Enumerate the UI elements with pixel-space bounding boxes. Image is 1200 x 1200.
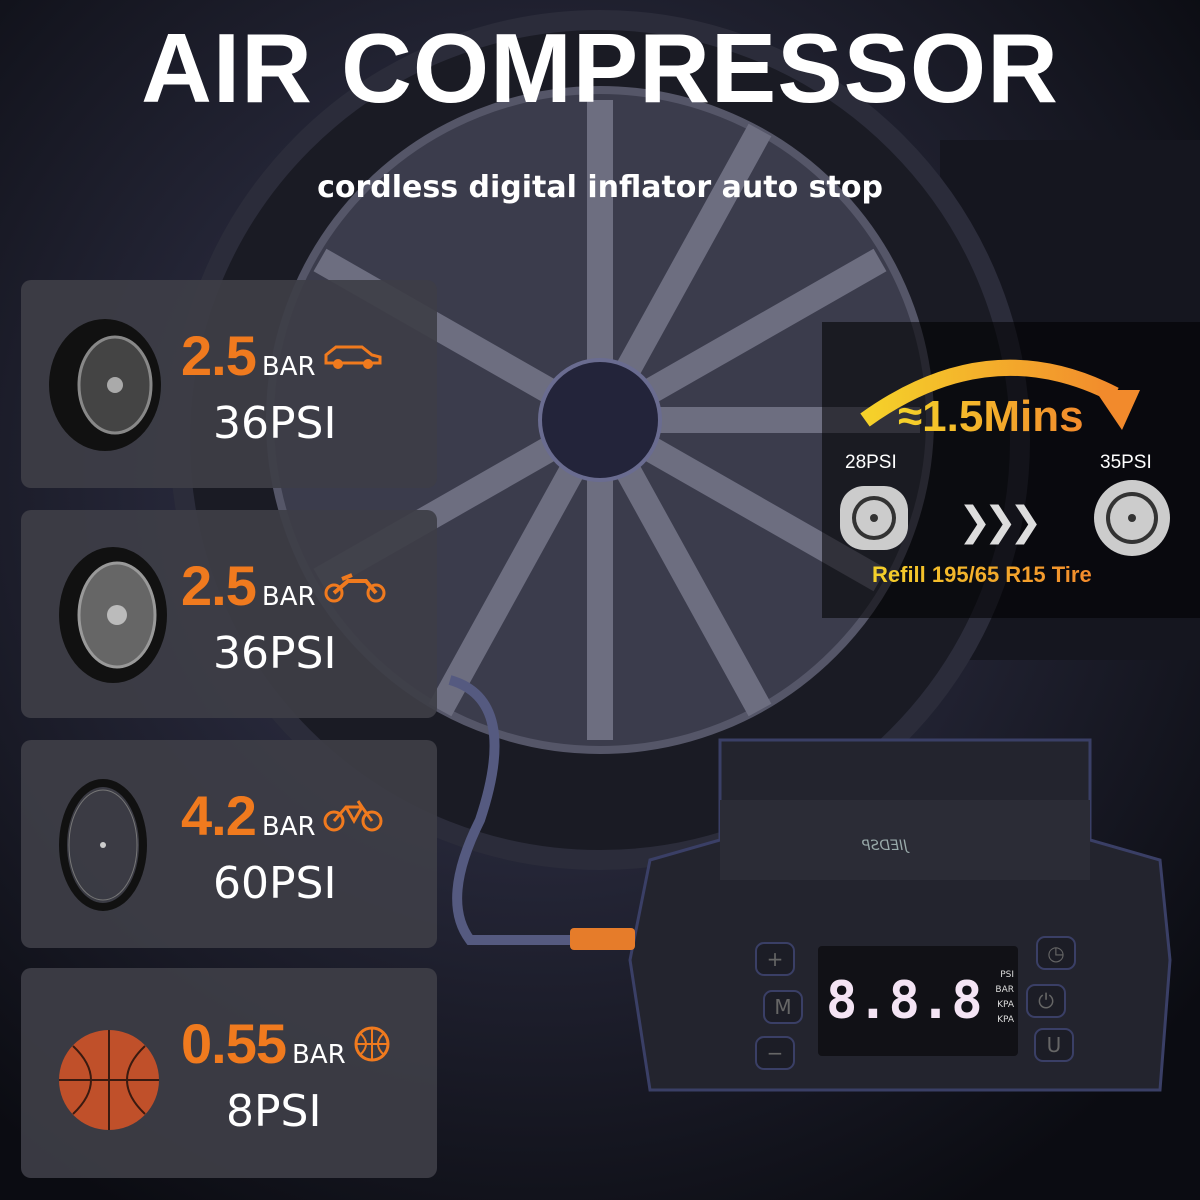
minus-button[interactable]: − <box>755 1036 795 1070</box>
inflation-time: ≈1.5Mins <box>898 392 1084 441</box>
display-units: PSI BAR KPA KPA <box>988 968 1014 1028</box>
bicycle-wheel-image <box>59 779 147 911</box>
spec-card-bicycle: 4.2 BAR 60PSI <box>21 740 437 948</box>
plus-button[interactable]: + <box>755 942 795 976</box>
progress-chevrons-icon: ❯❯❯ <box>958 499 1042 545</box>
device-display: 8.8.8 PSI BAR KPA KPA <box>818 946 1018 1056</box>
bar-unit: BAR <box>261 582 316 612</box>
unit-kpa: KPA <box>997 1000 1014 1010</box>
car-tire-image <box>49 319 161 451</box>
page-subtitle: cordless digital inflator auto stop <box>317 170 883 205</box>
bar-value: 4.2 <box>181 784 257 847</box>
ball-icon <box>354 1026 390 1062</box>
device-brand: JIEDSP <box>862 838 908 854</box>
spec-card-car: 2.5 BAR 36PSI <box>21 280 437 488</box>
unit-psi: PSI <box>1000 970 1014 980</box>
page-title: AIR COMPRESSOR <box>141 13 1059 123</box>
start-pressure: 28PSI <box>845 452 897 473</box>
bar-value: 2.5 <box>181 324 257 387</box>
car-icon <box>324 345 382 369</box>
unit-button[interactable]: U <box>1034 1028 1074 1062</box>
psi-value: 8PSI <box>226 1086 322 1137</box>
mode-button[interactable]: M <box>763 990 803 1024</box>
bar-value: 0.55 <box>181 1012 287 1075</box>
tire-size-caption: Refill 195/65 R15 Tire <box>872 562 1092 587</box>
curved-arrow-icon <box>860 359 1140 430</box>
bar-value: 2.5 <box>181 554 257 617</box>
bar-unit: BAR <box>261 352 316 382</box>
bar-unit: BAR <box>292 1040 346 1070</box>
air-hose <box>448 675 620 945</box>
spec-card-ball: 0.55 BAR 8PSI <box>21 968 437 1178</box>
full-tire-icon <box>1094 480 1170 556</box>
unit-bar: BAR <box>995 985 1014 995</box>
light-button[interactable]: ◷ <box>1036 936 1076 970</box>
end-pressure: 35PSI <box>1100 452 1152 473</box>
power-button[interactable]: ⏻ <box>1026 984 1066 1018</box>
psi-value: 36PSI <box>213 398 337 449</box>
spec-card-motorcycle: 2.5 BAR 36PSI <box>21 510 437 718</box>
motorcycle-tire-image <box>59 547 167 683</box>
motorcycle-icon <box>324 573 386 603</box>
unit-kpa-2: KPA <box>997 1015 1014 1025</box>
display-readout: 8.8.8 <box>826 971 983 1031</box>
bicycle-icon <box>323 800 383 832</box>
psi-value: 36PSI <box>213 628 337 679</box>
flat-tire-icon <box>840 486 908 550</box>
psi-value: 60PSI <box>213 858 337 909</box>
bar-unit: BAR <box>261 812 316 842</box>
basketball-image <box>59 1030 159 1130</box>
